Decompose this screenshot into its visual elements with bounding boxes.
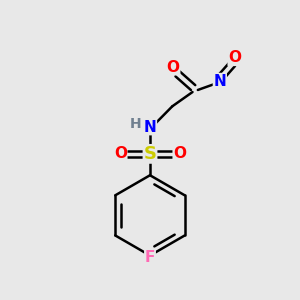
Text: F: F (145, 250, 155, 265)
Text: S: S (143, 145, 157, 163)
Text: N: N (144, 120, 156, 135)
Text: N: N (214, 74, 226, 88)
Text: O: O (173, 146, 186, 161)
Text: O: O (228, 50, 241, 65)
Text: O: O (114, 146, 127, 161)
Text: O: O (167, 60, 180, 75)
Text: H: H (129, 117, 141, 131)
